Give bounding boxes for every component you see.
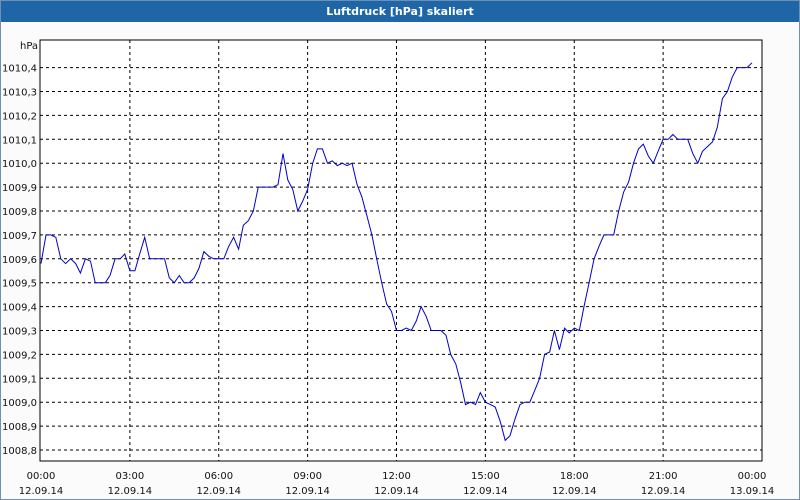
y-tick-label: 1009,5 — [2, 279, 37, 290]
x-tick-date: 12.09.14 — [196, 486, 241, 497]
x-tick-date: 12.09.14 — [552, 486, 597, 497]
x-tick-date: 12.09.14 — [285, 486, 330, 497]
x-tick-date: 12.09.14 — [374, 486, 419, 497]
y-tick-label: 1010,0 — [2, 159, 37, 170]
y-tick-label: 1009,0 — [2, 398, 37, 409]
x-tick-time: 06:00 — [204, 471, 233, 482]
x-tick-time: 12:00 — [382, 471, 411, 482]
x-tick-time: 00:00 — [27, 471, 56, 482]
y-tick-label: 1010,3 — [2, 88, 37, 99]
pressure-series-line — [40, 62, 753, 442]
y-tick-label: 1008,9 — [2, 422, 37, 433]
y-tick-label: 1010,1 — [2, 135, 37, 146]
y-tick-label: 1010,4 — [2, 64, 37, 75]
x-tick-time: 00:00 — [738, 471, 767, 482]
y-tick-label: 1009,3 — [2, 327, 37, 338]
y-tick-label: 1009,9 — [2, 183, 37, 194]
x-tick-date: 13.09.14 — [730, 486, 775, 497]
plot-area — [39, 39, 763, 462]
x-tick-date: 12.09.14 — [108, 486, 153, 497]
chart-title: Luftdruck [hPa] skaliert — [1, 1, 799, 22]
y-tick-label: 1009,8 — [2, 207, 37, 218]
y-tick-label: 1009,6 — [2, 255, 37, 266]
x-tick-time: 15:00 — [471, 471, 500, 482]
x-tick-date: 12.09.14 — [641, 486, 686, 497]
y-tick-label: 1008,8 — [2, 446, 37, 457]
x-tick-time: 18:00 — [560, 471, 589, 482]
y-tick-label: 1009,2 — [2, 350, 37, 361]
x-tick-time: 09:00 — [293, 471, 322, 482]
y-tick-label: 1009,1 — [2, 374, 37, 385]
y-tick-label: 1009,4 — [2, 303, 37, 314]
y-tick-label: 1009,7 — [2, 231, 37, 242]
x-tick-date: 12.09.14 — [19, 486, 64, 497]
y-axis-unit: hPa — [20, 41, 38, 52]
x-tick-date: 12.09.14 — [463, 486, 508, 497]
y-tick-label: 1010,2 — [2, 111, 37, 122]
x-tick-time: 21:00 — [649, 471, 678, 482]
x-tick-time: 03:00 — [115, 471, 144, 482]
